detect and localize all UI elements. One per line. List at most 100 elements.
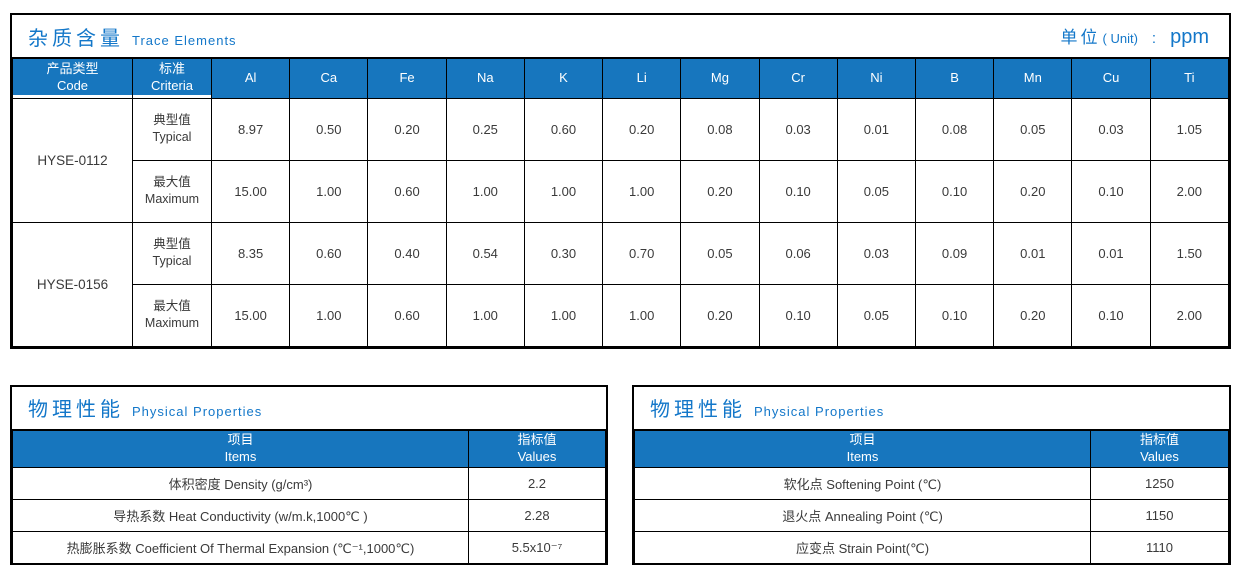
trace-value-cell: 1.00 (445, 159, 525, 223)
trace-value-cell: 1.50 (1149, 221, 1230, 285)
col-header-values-en: Values (1140, 448, 1179, 464)
table-row-hyse0112-typical: HYSE-0112 典型值 Typical 8.97 0.50 0.20 0.2… (12, 97, 1230, 223)
col-header-values: 指标值 Values (468, 429, 606, 468)
value-cell: 2.28 (468, 499, 606, 532)
col-header-element: Li (602, 57, 682, 99)
trace-value-cell: 1.00 (602, 283, 682, 347)
trace-value-cell: 0.25 (445, 97, 525, 161)
trace-value-cell: 0.20 (993, 159, 1073, 223)
table-row-heat-conductivity: 导热系数 Heat Conductivity (w/m.k,1000℃ ) 2.… (12, 499, 606, 532)
trace-value-cell: 2.00 (1149, 283, 1230, 347)
unit-separator: : (1151, 30, 1157, 47)
table-row-thermal-expansion: 热膨胀系数 Coefficient Of Thermal Expansion (… (12, 531, 606, 564)
phys-header-row: 项目 Items 指标值 Values (12, 429, 606, 468)
table-row-hyse0112-maximum: 最大值 Maximum 15.00 1.00 0.60 1.00 1.00 1.… (13, 159, 1230, 223)
col-header-element: Cr (758, 57, 838, 99)
trace-value-cell: 0.05 (836, 283, 916, 347)
table-row-hyse0156-typical: HYSE-0156 典型值 Typical 8.35 0.60 0.40 0.5… (12, 221, 1230, 347)
table-row-softening-point: 软化点 Softening Point (℃) 1250 (634, 467, 1229, 500)
section-title-en: Physical Properties (132, 404, 263, 419)
section-title-en: Trace Elements (132, 32, 237, 48)
trace-value-cell: 0.20 (993, 283, 1073, 347)
col-header-criteria-zh: 标准 (158, 61, 185, 77)
criteria-en: Typical (152, 130, 192, 144)
col-header-items: 项目 Items (12, 429, 469, 468)
physical-right-titlebar: 物理性能 Physical Properties (634, 386, 1229, 429)
col-header-values-zh: 指标值 (517, 431, 557, 447)
physical-properties-section-left: 物理性能 Physical Properties 项目 Items 指标值 Va… (10, 384, 608, 565)
trace-value-cell: 1.00 (289, 283, 369, 347)
physical-properties-table-left: 项目 Items 指标值 Values 体积密度 Density (g/cm³)… (12, 428, 606, 564)
trace-value-cell: 0.54 (445, 221, 525, 285)
col-header-element: Cu (1071, 57, 1151, 99)
section-title-zh: 物理性能 (650, 399, 746, 421)
trace-elements-titlebar: 杂质含量 Trace Elements 单位 ( Unit) : ppm (12, 15, 1229, 57)
trace-value-cell: 0.10 (758, 283, 838, 347)
product-code-cell: HYSE-0156 (12, 221, 133, 347)
unit-label-en: ( Unit) (1102, 31, 1138, 46)
criteria-cell: 典型值 Typical (132, 97, 212, 161)
trace-value-cell: 0.08 (914, 97, 995, 161)
section-title: 物理性能 Physical Properties (650, 393, 884, 422)
col-header-items-zh: 项目 (227, 431, 254, 447)
trace-value-cell: 0.10 (914, 159, 995, 223)
trace-value-cell: 0.50 (289, 97, 369, 161)
table-row-hyse0156-maximum: 最大值 Maximum 15.00 1.00 0.60 1.00 1.00 1.… (13, 283, 1230, 347)
trace-value-cell: 0.08 (680, 97, 760, 161)
trace-value-cell: 0.20 (680, 283, 760, 347)
value-cell: 1110 (1090, 531, 1229, 564)
trace-value-cell: 0.03 (758, 97, 838, 161)
col-header-items: 项目 Items (634, 429, 1091, 468)
trace-value-cell: 0.05 (836, 159, 916, 223)
trace-value-cell: 1.00 (289, 159, 369, 223)
section-title-zh: 物理性能 (28, 399, 124, 421)
col-header-product-zh: 产品类型 (46, 61, 99, 77)
col-header-element: B (914, 57, 995, 99)
col-header-element: Mn (993, 57, 1073, 99)
trace-value-cell: 0.20 (680, 159, 760, 223)
trace-value-cell: 0.60 (289, 221, 369, 285)
col-header-element: Ti (1149, 57, 1230, 99)
col-header-values: 指标值 Values (1090, 429, 1229, 468)
physical-properties-table-right: 项目 Items 指标值 Values 软化点 Softening Point … (634, 428, 1229, 564)
col-header-values-zh: 指标值 (1139, 431, 1179, 447)
criteria-zh: 典型值 (153, 237, 191, 252)
trace-value-cell: 0.01 (836, 97, 916, 161)
physical-properties-section-right: 物理性能 Physical Properties 项目 Items 指标值 Va… (632, 384, 1231, 565)
physical-properties-row: 物理性能 Physical Properties 项目 Items 指标值 Va… (10, 384, 1231, 565)
item-cell: 软化点 Softening Point (℃) (634, 467, 1091, 500)
value-cell: 1150 (1090, 499, 1229, 532)
unit-indicator: 单位 ( Unit) : ppm (1061, 23, 1209, 49)
trace-value-cell: 0.60 (523, 97, 604, 161)
value-cell: 5.5x10⁻⁷ (468, 531, 606, 564)
trace-value-cell: 0.06 (758, 221, 838, 285)
criteria-cell: 最大值 Maximum (132, 283, 212, 347)
col-header-product-code: 产品类型 Code (12, 57, 133, 99)
trace-value-cell: 0.10 (1071, 283, 1151, 347)
item-cell: 导热系数 Heat Conductivity (w/m.k,1000℃ ) (12, 499, 469, 532)
physical-left-titlebar: 物理性能 Physical Properties (12, 386, 606, 429)
trace-value-cell: 1.00 (602, 159, 682, 223)
table-row-strain-point: 应变点 Strain Point(℃) 1110 (634, 531, 1229, 564)
col-header-product-en: Code (56, 78, 89, 94)
criteria-en: Maximum (144, 192, 200, 206)
unit-label-zh: 单位 (1060, 28, 1101, 47)
trace-value-cell: 0.09 (914, 221, 995, 285)
table-row-annealing-point: 退火点 Annealing Point (℃) 1150 (634, 499, 1229, 532)
col-header-element: Ni (836, 57, 916, 99)
criteria-en: Typical (152, 254, 192, 268)
trace-value-cell: 0.10 (1071, 159, 1151, 223)
trace-value-cell: 1.00 (523, 283, 604, 347)
trace-elements-table: 产品类型 Code 标准 Criteria Al Ca Fe Na K Li M… (12, 57, 1230, 347)
criteria-zh: 典型值 (153, 113, 191, 128)
criteria-zh: 最大值 (153, 175, 191, 190)
table-row-density: 体积密度 Density (g/cm³) 2.2 (12, 467, 606, 500)
item-cell: 退火点 Annealing Point (℃) (634, 499, 1091, 532)
trace-value-cell: 8.97 (210, 97, 291, 161)
col-header-element: Mg (680, 57, 760, 99)
trace-value-cell: 0.20 (602, 97, 682, 161)
trace-value-cell: 0.20 (367, 97, 447, 161)
trace-value-cell: 0.05 (993, 97, 1073, 161)
criteria-zh: 最大值 (153, 299, 191, 314)
